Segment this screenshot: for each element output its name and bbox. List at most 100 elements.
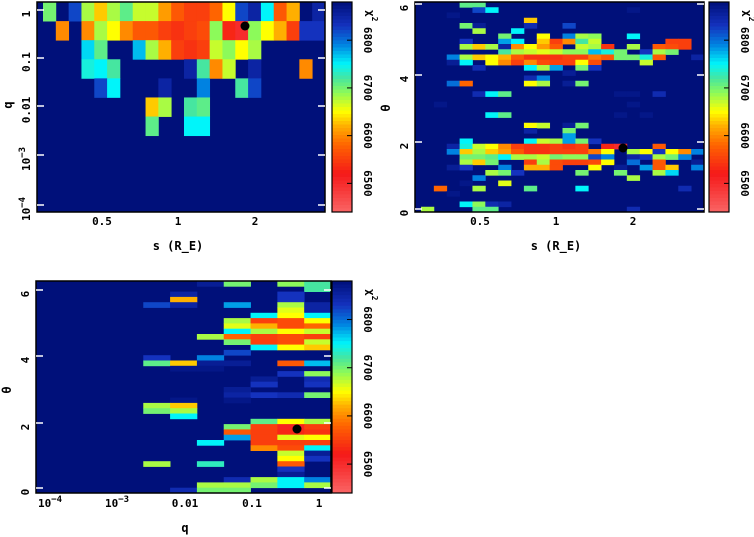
heatmap-cell <box>549 164 563 171</box>
heatmap-cell <box>498 33 512 40</box>
colorbar-segment <box>709 19 729 24</box>
heatmap-cell <box>639 59 653 66</box>
heatmap-cell <box>665 38 679 45</box>
colorbar-segment <box>332 418 352 423</box>
heatmap-cell <box>678 38 692 45</box>
heatmap-cell <box>523 149 538 155</box>
colorbar-segment <box>709 26 729 31</box>
heatmap-cell <box>277 360 305 367</box>
heatmap-cell <box>549 149 563 155</box>
heatmap-cell <box>433 101 448 108</box>
y-tick-label-base: 0.1 <box>20 52 33 72</box>
colorbar-segment <box>332 291 352 296</box>
colorbar-segment <box>332 429 352 434</box>
heatmap-cell <box>498 164 512 171</box>
heatmap-cell <box>536 59 551 66</box>
heatmap-cell <box>196 440 225 446</box>
heatmap-cell <box>459 138 473 145</box>
colorbar-segment <box>332 305 352 310</box>
heatmap-cell <box>235 78 249 98</box>
heatmap-cell <box>143 408 171 414</box>
colorbar-segment <box>332 319 352 324</box>
heatmap-cell <box>81 2 95 22</box>
heatmap-cell <box>588 44 602 50</box>
heatmap-cell <box>485 170 499 176</box>
heatmap-cell <box>184 2 198 22</box>
colorbar-segment <box>332 149 352 153</box>
colorbar-segment <box>709 47 729 52</box>
colorbar-segment <box>332 79 352 83</box>
heatmap-cell <box>107 21 121 41</box>
colorbar-segment <box>332 404 352 409</box>
colorbar-segment <box>332 330 352 335</box>
heatmap-cell <box>601 44 615 50</box>
heatmap-cell <box>286 2 300 22</box>
heatmap-cell <box>223 323 251 330</box>
heatmap-cell <box>459 149 473 155</box>
colorbar-segment <box>332 194 352 199</box>
colorbar-segment <box>709 205 729 209</box>
colorbar-label-exponent: 2 <box>370 17 379 22</box>
heatmap-cell <box>277 291 305 298</box>
heatmap-cell <box>260 2 275 22</box>
colorbar-segment <box>709 184 729 188</box>
heatmap-cell <box>562 128 576 134</box>
plot-frame <box>35 280 332 494</box>
y-tick-label: 2 <box>19 424 32 431</box>
colorbar-tick-label: 6600 <box>738 122 751 149</box>
x-tick-label-base: 1 <box>316 497 323 510</box>
best-fit-marker <box>292 424 302 434</box>
colorbar-segment <box>332 121 352 125</box>
heatmap-cell <box>304 360 332 367</box>
heatmap-cell <box>446 143 460 150</box>
heatmap-cell <box>304 302 332 308</box>
colorbar-segment <box>709 201 729 206</box>
colorbar-segment <box>332 323 352 328</box>
colorbar-segment <box>332 23 352 27</box>
heatmap-cell <box>691 54 705 61</box>
x-tick-label: 2 <box>252 215 259 228</box>
heatmap-cell <box>446 149 460 155</box>
heatmap-cell <box>304 281 332 287</box>
heatmap-cell <box>250 434 278 441</box>
heatmap-cell <box>472 206 486 213</box>
heatmap-cell <box>94 21 108 41</box>
colorbar-segment <box>709 159 729 164</box>
heatmap-cell <box>250 318 278 324</box>
colorbar-segment <box>709 12 729 17</box>
heatmap-cell <box>184 116 198 137</box>
colorbar-segment <box>709 33 729 38</box>
heatmap-cell <box>459 23 473 29</box>
colorbar-label: χ2 <box>741 10 754 22</box>
x-tick-label: 0.5 <box>92 215 112 228</box>
heatmap-cell <box>459 143 473 150</box>
heatmap-cell <box>536 54 551 61</box>
colorbar-segment <box>332 415 352 420</box>
heatmap-cell <box>223 487 251 494</box>
heatmap-cell <box>446 59 460 66</box>
heatmap-cell <box>472 23 486 29</box>
x-tick-label: 0.01 <box>172 497 199 510</box>
colorbar-segment <box>332 376 352 381</box>
heatmap-cell <box>562 49 576 55</box>
colorbar-segment <box>332 65 352 69</box>
heatmap-cell <box>523 154 538 160</box>
heatmap-cell <box>523 128 538 134</box>
colorbar-segment <box>709 96 729 101</box>
heatmap-cell <box>562 33 576 40</box>
heatmap-cell <box>626 91 641 97</box>
heatmap-cell <box>652 164 666 171</box>
best-fit-marker <box>240 21 250 31</box>
colorbar-segment <box>332 348 352 353</box>
heatmap-cell <box>286 21 300 41</box>
heatmap-cell <box>171 2 185 22</box>
colorbar-segment <box>709 68 729 73</box>
heatmap-cell <box>170 397 198 404</box>
heatmap-cell <box>665 49 679 55</box>
colorbar-segment <box>332 163 352 167</box>
heatmap-cell <box>601 154 615 160</box>
heatmap-cell <box>145 2 159 22</box>
colorbar-segment <box>332 369 352 374</box>
colorbar-segment <box>332 26 352 31</box>
